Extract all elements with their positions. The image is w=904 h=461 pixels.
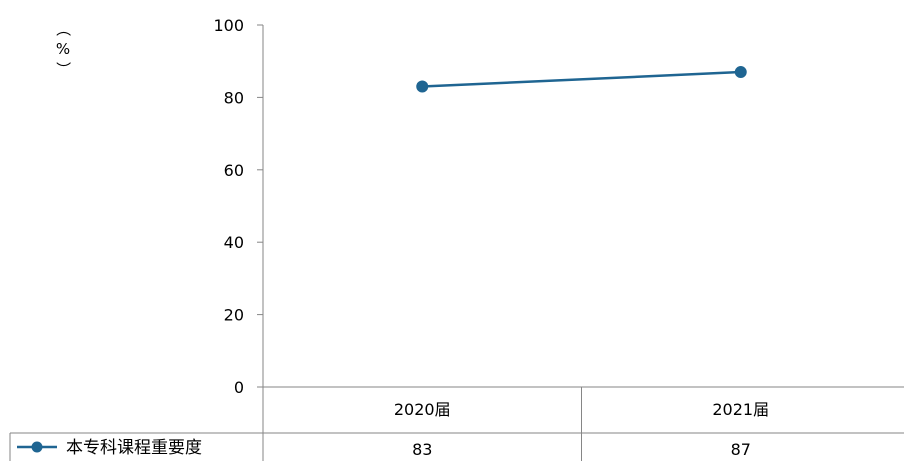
y-tick-label: 20 bbox=[224, 306, 244, 325]
x-category-label: 2020届 bbox=[394, 400, 451, 419]
legend-marker-sample bbox=[31, 441, 43, 453]
data-table-value: 87 bbox=[731, 440, 751, 459]
series-point bbox=[416, 80, 429, 93]
series-point bbox=[734, 66, 747, 79]
y-tick-label: 0 bbox=[234, 378, 244, 397]
series-line bbox=[422, 70, 741, 88]
y-unit-percent: % bbox=[55, 40, 71, 58]
y-axis-unit-label: （ % ） bbox=[54, 21, 72, 76]
y-tick-label: 100 bbox=[213, 16, 244, 35]
legend-series-label: 本专科课程重要度 bbox=[66, 438, 202, 458]
y-tick-label: 60 bbox=[224, 161, 244, 180]
data-table-value: 83 bbox=[412, 440, 432, 459]
x-category-label: 2021届 bbox=[712, 400, 769, 419]
y-tick-label: 40 bbox=[224, 233, 244, 252]
y-tick-label: 80 bbox=[224, 88, 244, 107]
